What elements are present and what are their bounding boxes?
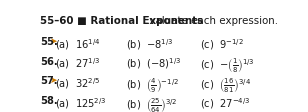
- Text: (c)  $27^{-4/3}$: (c) $27^{-4/3}$: [200, 96, 250, 111]
- Text: 57.: 57.: [40, 76, 57, 86]
- Text: (c)  $9^{-1/2}$: (c) $9^{-1/2}$: [200, 37, 243, 52]
- Text: 55.: 55.: [40, 37, 58, 47]
- Text: (c)  $-\left(\frac{1}{8}\right)^{1/3}$: (c) $-\left(\frac{1}{8}\right)^{1/3}$: [200, 57, 254, 75]
- Text: 55–60 ■ Rational Exponents: 55–60 ■ Rational Exponents: [40, 16, 203, 26]
- Text: (a)  $27^{1/3}$: (a) $27^{1/3}$: [55, 57, 100, 71]
- Text: 56.: 56.: [40, 57, 57, 67]
- Text: ➤: ➤: [50, 76, 58, 85]
- Text: (b)  $\left(\frac{25}{64}\right)^{3/2}$: (b) $\left(\frac{25}{64}\right)^{3/2}$: [126, 96, 177, 112]
- Text: Evaluate each expression.: Evaluate each expression.: [130, 16, 278, 26]
- Text: (b)  $\left(\frac{4}{9}\right)^{-1/2}$: (b) $\left(\frac{4}{9}\right)^{-1/2}$: [126, 76, 178, 95]
- Text: 58.: 58.: [40, 96, 57, 106]
- Text: (a)  $125^{2/3}$: (a) $125^{2/3}$: [55, 96, 106, 111]
- Text: (c)  $\left(\frac{16}{81}\right)^{3/4}$: (c) $\left(\frac{16}{81}\right)^{3/4}$: [200, 76, 251, 95]
- Text: (b)  $(-8)^{1/3}$: (b) $(-8)^{1/3}$: [126, 57, 181, 71]
- Text: (a)  $16^{1/4}$: (a) $16^{1/4}$: [55, 37, 100, 52]
- Text: (b)  $-8^{1/3}$: (b) $-8^{1/3}$: [126, 37, 173, 52]
- Text: (a)  $32^{2/5}$: (a) $32^{2/5}$: [55, 76, 100, 91]
- Text: ➤: ➤: [50, 37, 58, 46]
